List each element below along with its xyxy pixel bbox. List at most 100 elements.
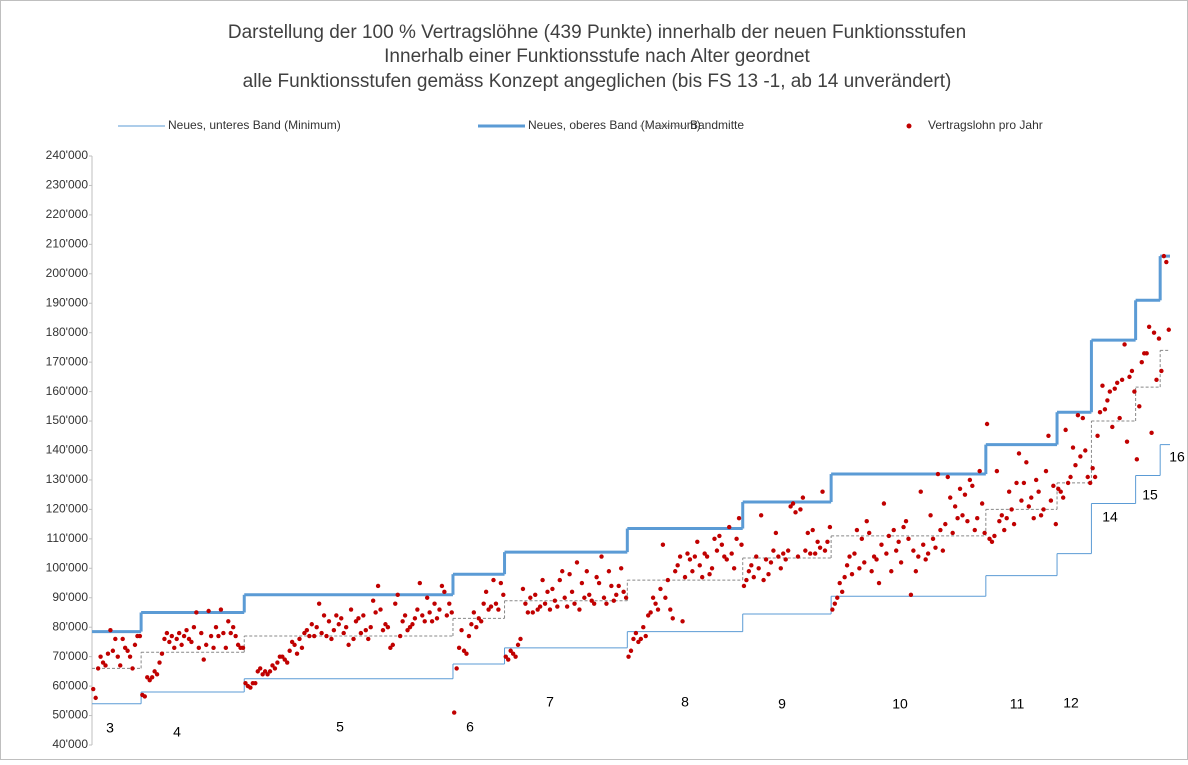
- salary-point: [483, 589, 489, 595]
- salary-point: [827, 524, 833, 530]
- salary-point: [803, 548, 808, 553]
- salary-point: [218, 607, 224, 612]
- salary-point: [758, 513, 764, 518]
- salary-point: [353, 619, 359, 624]
- salary-point: [967, 477, 973, 483]
- salary-point: [606, 569, 612, 574]
- salary-point: [265, 672, 270, 677]
- salary-point: [508, 648, 513, 653]
- salary-point: [461, 648, 467, 653]
- salary-point: [923, 557, 928, 562]
- salary-point: [1006, 489, 1012, 494]
- salary-point: [695, 539, 700, 544]
- salary-point: [852, 551, 857, 556]
- salary-point: [1029, 495, 1034, 500]
- salary-point: [314, 625, 319, 630]
- salary-point: [402, 613, 408, 618]
- salary-point: [943, 521, 948, 527]
- y-tick-label: 60'000: [52, 678, 88, 692]
- salary-point: [199, 630, 204, 636]
- salary-point: [479, 619, 484, 624]
- salary-point: [817, 545, 823, 550]
- salary-point: [820, 489, 825, 494]
- salary-point: [267, 669, 273, 674]
- salary-point: [793, 510, 798, 515]
- salary-point: [363, 627, 368, 633]
- salary-point: [385, 625, 391, 630]
- salary-point: [476, 616, 481, 621]
- salary-point: [1021, 480, 1027, 486]
- salary-point: [464, 651, 469, 656]
- salary-point: [434, 616, 440, 621]
- salary-point: [1102, 407, 1108, 412]
- salary-point: [125, 648, 130, 653]
- salary-point: [825, 539, 830, 544]
- salary-point: [866, 530, 872, 536]
- salary-point: [547, 607, 553, 612]
- y-tick-label: 160'000: [46, 384, 89, 398]
- salary-point: [297, 636, 302, 642]
- salary-point: [704, 554, 710, 559]
- salary-point: [272, 666, 278, 671]
- salary-point: [1161, 253, 1167, 259]
- salary-point: [147, 678, 152, 683]
- salary-point: [918, 489, 923, 494]
- salary-point: [113, 636, 118, 642]
- salary-point: [432, 601, 437, 606]
- legend-label: Neues, oberes Band (Maximum): [528, 118, 701, 132]
- group-label: 6: [466, 719, 474, 735]
- salary-point: [299, 645, 305, 651]
- salary-point: [643, 633, 648, 639]
- salary-point: [1134, 457, 1140, 462]
- salary-point: [1073, 463, 1078, 468]
- salary-point: [749, 563, 754, 568]
- salary-point: [948, 495, 953, 500]
- salary-point: [1053, 521, 1059, 527]
- salary-point: [520, 586, 526, 592]
- salary-point: [525, 610, 531, 615]
- salary-point: [127, 654, 133, 659]
- salary-point: [560, 569, 565, 574]
- salary-point: [950, 530, 955, 536]
- salary-point: [1024, 460, 1029, 465]
- salary-point: [346, 642, 351, 648]
- salary-point: [682, 574, 688, 580]
- salary-point: [1078, 454, 1083, 459]
- salary-point: [329, 636, 334, 642]
- salary-point: [1043, 468, 1049, 474]
- salary-point: [761, 577, 766, 583]
- salary-point: [540, 577, 545, 583]
- salary-point: [903, 518, 909, 524]
- chart-subtitle: alle Funktionsstufen gemäss Konzept ange…: [243, 71, 952, 92]
- salary-point: [307, 633, 312, 639]
- salary-point: [174, 636, 179, 642]
- salary-point: [854, 527, 860, 533]
- salary-point: [994, 468, 1000, 474]
- salary-point: [756, 566, 761, 571]
- salary-point: [542, 601, 548, 606]
- salary-point: [130, 666, 135, 671]
- salary-point: [638, 636, 644, 642]
- salary-point: [233, 633, 238, 639]
- salary-point: [201, 657, 206, 662]
- salary-point: [798, 507, 803, 512]
- salary-point: [280, 654, 285, 659]
- salary-point: [835, 595, 840, 600]
- salary-point: [744, 577, 749, 583]
- salary-point: [945, 474, 950, 480]
- salary-point: [211, 645, 216, 651]
- salary-point: [356, 616, 361, 621]
- salary-point: [1105, 398, 1110, 403]
- salary-point: [1137, 404, 1142, 409]
- salary-point: [361, 613, 366, 618]
- salary-point: [916, 554, 921, 559]
- salary-point: [879, 542, 884, 547]
- salary-point: [518, 636, 523, 642]
- salary-point: [260, 672, 265, 677]
- salary-point: [417, 580, 423, 586]
- salary-point: [857, 566, 862, 571]
- chart-title: Darstellung der 100 % Vertragslöhne (439…: [228, 22, 966, 43]
- salary-point: [781, 551, 786, 556]
- salary-point: [157, 660, 162, 665]
